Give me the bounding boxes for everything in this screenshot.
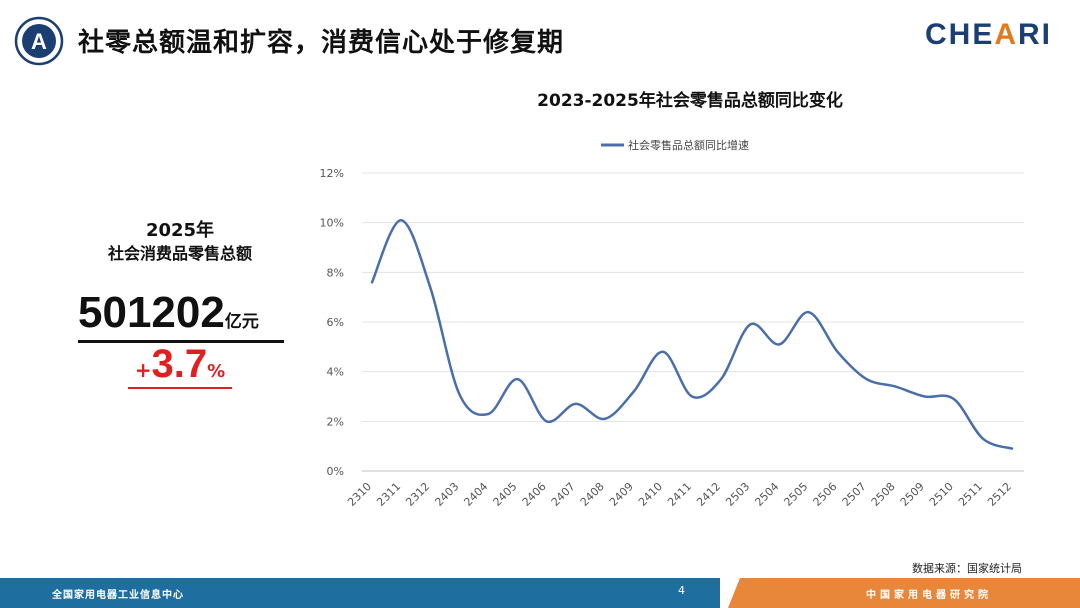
kpi-growth-value: 3.7 xyxy=(151,342,208,386)
footer-bar xyxy=(0,578,1080,608)
y-tick-label: 2% xyxy=(327,415,344,428)
x-tick-label: 2404 xyxy=(461,480,490,509)
y-tick-label: 12% xyxy=(320,167,344,180)
y-tick-label: 8% xyxy=(327,266,344,279)
data-source: 数据来源：国家统计局 xyxy=(912,562,1022,575)
x-tick-label: 2506 xyxy=(811,480,840,509)
kpi-growth-sign: + xyxy=(134,358,152,382)
footer-band-blue xyxy=(0,578,720,608)
x-tick-label: 2508 xyxy=(869,480,898,509)
y-tick-label: 4% xyxy=(327,366,344,379)
x-tick-label: 2405 xyxy=(491,480,520,509)
footer-band-orange xyxy=(728,578,1080,608)
x-tick-label: 2505 xyxy=(781,480,810,509)
kpi-label: 社会消费品零售总额 xyxy=(107,244,252,263)
brand-end: RI xyxy=(1018,18,1052,51)
x-tick-label: 2511 xyxy=(956,480,985,509)
y-tick-label: 6% xyxy=(327,316,344,329)
line-chart: 2023-2025年社会零售品总额同比变化 社会零售品总额同比增速 0% 2% 4%… xyxy=(320,90,1024,509)
page-title: 社零总额温和扩容，消费信心处于修复期 xyxy=(78,28,565,58)
x-tick-label: 2412 xyxy=(694,480,723,509)
org-logo: A xyxy=(14,16,64,66)
footer-institute: 中国家用电器研究院 xyxy=(866,590,992,601)
brand-accent: A xyxy=(994,18,1018,51)
page-number: 4 xyxy=(678,584,685,597)
footer-org: 全国家用电器工业信息中心 xyxy=(52,590,184,601)
x-tick-label: 2311 xyxy=(374,480,403,509)
series-line xyxy=(370,218,1014,450)
x-tick-label: 2409 xyxy=(607,480,636,509)
kpi-value: 501202 xyxy=(78,288,225,337)
x-tick-label: 2408 xyxy=(578,480,607,509)
x-tick-label: 2312 xyxy=(403,480,432,509)
x-tick-label: 2403 xyxy=(432,480,461,509)
legend-label: 社会零售品总额同比增速 xyxy=(628,138,749,152)
x-tick-label: 2507 xyxy=(840,480,869,509)
logo-letter: A xyxy=(31,29,47,54)
x-tick-label: 2407 xyxy=(549,480,578,509)
y-tick-label: 0% xyxy=(327,465,344,478)
kpi-value-block: 501202亿元 xyxy=(78,288,284,343)
x-tick-label: 2504 xyxy=(752,480,781,509)
x-tick-label: 2310 xyxy=(345,480,374,509)
y-tick-label: 10% xyxy=(320,217,344,230)
chart-title: 2023-2025年社会零售品总额同比变化 xyxy=(537,90,843,111)
brand-main: CHE xyxy=(924,18,995,51)
x-tick-label: 2410 xyxy=(636,480,665,509)
x-tick-label: 2503 xyxy=(723,480,752,509)
kpi-unit: 亿元 xyxy=(224,312,259,332)
x-tick-label: 2406 xyxy=(520,480,549,509)
x-tick-label: 2510 xyxy=(927,480,956,509)
kpi-growth-unit: % xyxy=(207,361,226,382)
kpi-growth-block: +3.7% xyxy=(128,342,232,389)
brand-logo: CHEARI xyxy=(925,18,1052,52)
x-tick-label: 2411 xyxy=(665,480,694,509)
x-tick-label: 2509 xyxy=(898,480,927,509)
kpi-year: 2025年 xyxy=(145,220,215,241)
x-tick-label: 2512 xyxy=(985,480,1014,509)
